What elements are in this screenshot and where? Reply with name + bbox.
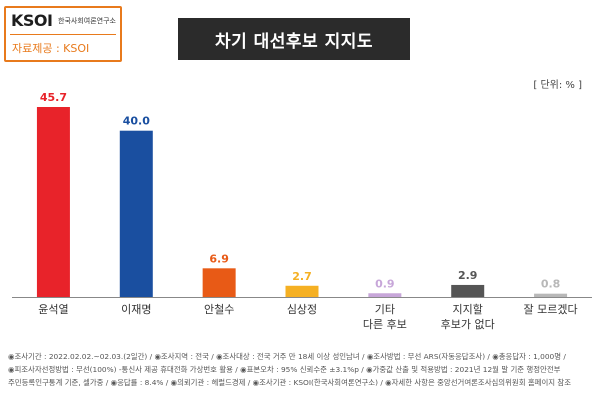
- ksoi-logo: KSOI: [11, 11, 53, 30]
- category-label: 심상정: [287, 303, 317, 316]
- bar-value-label: 0.9: [375, 277, 395, 290]
- logo-org-name: 한국사회여론연구소: [58, 17, 116, 25]
- category-label: 지지할: [453, 303, 483, 316]
- bar: [202, 268, 236, 297]
- footnote-line-2: ◉피조사자선정방법 : 무선(100%) -통신사 제공 휴대전화 가상번호 활…: [8, 365, 561, 374]
- bar: [451, 284, 485, 297]
- unit-label: [ 단위: % ]: [533, 80, 582, 91]
- bar-value-label: 2.9: [458, 269, 478, 282]
- category-label: 윤석열: [38, 303, 68, 316]
- bar-value-label: 40.0: [123, 115, 150, 128]
- bar-value-label: 2.7: [292, 270, 312, 283]
- survey-footnote: ◉조사기간 : 2022.02.02.~02.03.(2일간) / ◉조사지역 …: [8, 350, 596, 389]
- bar: [36, 107, 70, 297]
- logo-divider: [10, 34, 116, 35]
- category-label: 후보가 없다: [441, 318, 495, 331]
- category-label: 안철수: [204, 303, 234, 316]
- bar: [534, 293, 568, 297]
- footnote-line-3: 주민등록인구통계 기준, 셀가중 / ◉응답률 : 8.4% / ◉의뢰기관 :…: [8, 378, 572, 387]
- chart-title: 차기 대선후보 지지도: [178, 18, 410, 60]
- bar: [119, 130, 153, 297]
- bar: [285, 285, 319, 297]
- data-source-label: 자료제공 : KSOI: [12, 42, 90, 55]
- footnote-line-1: ◉조사기간 : 2022.02.02.~02.03.(2일간) / ◉조사지역 …: [8, 352, 566, 361]
- bar-value-label: 45.7: [40, 91, 67, 104]
- category-label: 기타: [375, 303, 395, 316]
- bar-value-label: 6.9: [209, 252, 229, 265]
- bar-value-label: 0.8: [541, 278, 561, 291]
- ksoi-logo-box: KSOI 한국사회여론연구소 자료제공 : KSOI: [4, 6, 122, 62]
- bar: [368, 293, 402, 297]
- category-label: 잘 모르겠다: [524, 303, 578, 316]
- category-label: 다른 후보: [363, 318, 407, 331]
- category-label: 이재명: [121, 303, 151, 316]
